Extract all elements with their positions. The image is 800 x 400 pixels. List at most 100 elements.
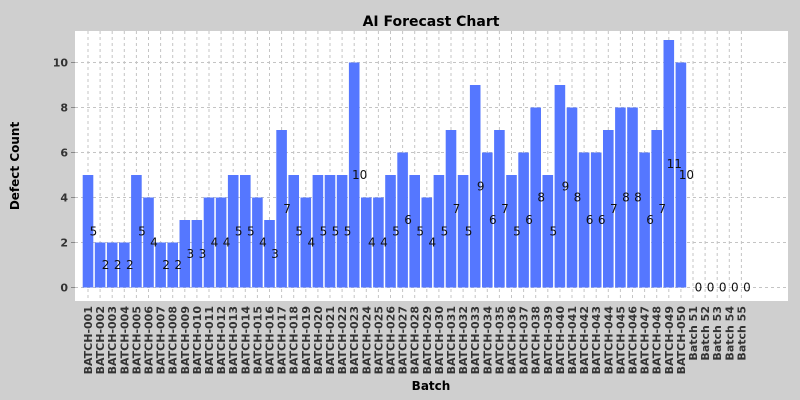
data-label: 5 [392, 224, 400, 238]
x-tick-label: BATCH-032 [457, 306, 470, 374]
x-tick-label: BATCH-033 [469, 306, 482, 374]
x-tick-label: Batch 51 [687, 306, 700, 361]
x-tick-label: BATCH-041 [566, 306, 579, 374]
bar [300, 197, 312, 288]
bar [131, 175, 142, 288]
data-label: 5 [513, 224, 521, 238]
y-tick-label: 0 [60, 282, 68, 295]
x-tick-label: BATCH-008 [167, 306, 180, 374]
bar [167, 242, 178, 288]
data-label: 6 [598, 213, 606, 227]
x-axis-ticks: BATCH-001 BATCH-002 BATCH-003 BATCH-004 BATC… [82, 306, 748, 375]
data-label: 8 [634, 191, 642, 205]
data-label: 7 [658, 202, 666, 216]
data-label: 4 [428, 236, 436, 250]
data-label: 0 [743, 281, 751, 295]
x-tick-label: BATCH-006 [143, 306, 156, 375]
data-label: 4 [259, 236, 267, 250]
data-label: 0 [707, 281, 715, 295]
x-tick-label: BATCH-035 [493, 306, 506, 374]
bar [627, 107, 638, 288]
bar [615, 107, 626, 288]
data-label: 8 [574, 191, 582, 205]
bar [566, 107, 578, 288]
bar [203, 197, 215, 288]
bar [651, 130, 662, 288]
data-label: 5 [247, 224, 255, 238]
data-label: 5 [235, 224, 243, 238]
bar [119, 242, 130, 288]
x-tick-label: BATCH-029 [421, 306, 434, 374]
x-tick-label: BATCH-050 [675, 306, 688, 375]
data-label: 2 [162, 258, 170, 272]
bar [445, 130, 457, 288]
x-tick-label: BATCH-012 [215, 306, 228, 374]
x-tick-label: BATCH-004 [118, 306, 131, 375]
bar [530, 107, 541, 288]
bar [506, 175, 517, 288]
data-label: 7 [501, 202, 509, 216]
data-label: 6 [586, 213, 594, 227]
data-label: 3 [199, 247, 207, 261]
data-label: 4 [211, 236, 219, 250]
data-label: 6 [489, 213, 497, 227]
x-tick-label: BATCH-017 [276, 306, 289, 374]
chart-title: AI Forecast Chart [363, 14, 500, 30]
bar [421, 197, 433, 288]
data-label: 7 [283, 202, 291, 216]
bar [542, 175, 554, 288]
data-label: 4 [223, 236, 231, 250]
bar [385, 175, 396, 288]
x-tick-label: BATCH-005 [130, 306, 143, 374]
x-tick-label: BATCH-024 [360, 306, 373, 375]
data-label: 11 [667, 157, 682, 171]
x-tick-label: BATCH-049 [663, 306, 676, 374]
x-tick-label: BATCH-022 [336, 306, 349, 374]
x-tick-label: BATCH-016 [264, 306, 277, 375]
data-label: 8 [622, 191, 630, 205]
data-label: 9 [477, 179, 485, 193]
data-label: 9 [562, 179, 570, 193]
bar [373, 197, 384, 288]
bar [469, 85, 481, 288]
x-tick-label: BATCH-021 [324, 306, 337, 374]
data-label: 5 [90, 224, 98, 238]
bar [397, 152, 408, 288]
x-tick-label: BATCH-007 [155, 306, 168, 374]
x-tick-label: BATCH-009 [179, 306, 192, 374]
bar [106, 242, 118, 288]
y-tick-label: 6 [60, 147, 68, 160]
x-axis-label: Batch [412, 379, 451, 393]
data-label: 4 [150, 236, 158, 250]
bar [94, 242, 106, 288]
bar [457, 175, 469, 288]
bar [518, 152, 529, 288]
data-label: 4 [368, 236, 376, 250]
x-tick-label: BATCH-013 [227, 306, 240, 374]
x-tick-label: BATCH-010 [191, 306, 204, 375]
data-label: 3 [271, 247, 279, 261]
bar [155, 242, 166, 288]
bar [191, 220, 203, 288]
data-label: 4 [307, 236, 315, 250]
data-label: 6 [646, 213, 654, 227]
x-tick-label: BATCH-015 [251, 306, 264, 374]
x-tick-label: BATCH-002 [94, 306, 107, 374]
x-tick-label: Batch 52 [699, 306, 712, 361]
x-tick-label: Batch 55 [735, 306, 748, 361]
bar [494, 130, 505, 288]
y-tick-label: 10 [53, 57, 69, 70]
data-label: 5 [138, 224, 146, 238]
data-label: 5 [295, 224, 303, 238]
data-label: 6 [404, 213, 412, 227]
bar [276, 130, 287, 288]
bar [409, 175, 420, 288]
bar [252, 197, 263, 288]
data-label: 6 [525, 213, 533, 227]
x-tick-label: BATCH-034 [481, 306, 494, 375]
x-tick-label: BATCH-046 [627, 306, 640, 375]
data-label: 3 [186, 247, 194, 261]
data-label: 2 [126, 258, 134, 272]
y-tick-label: 2 [60, 237, 68, 250]
bar [336, 175, 348, 288]
